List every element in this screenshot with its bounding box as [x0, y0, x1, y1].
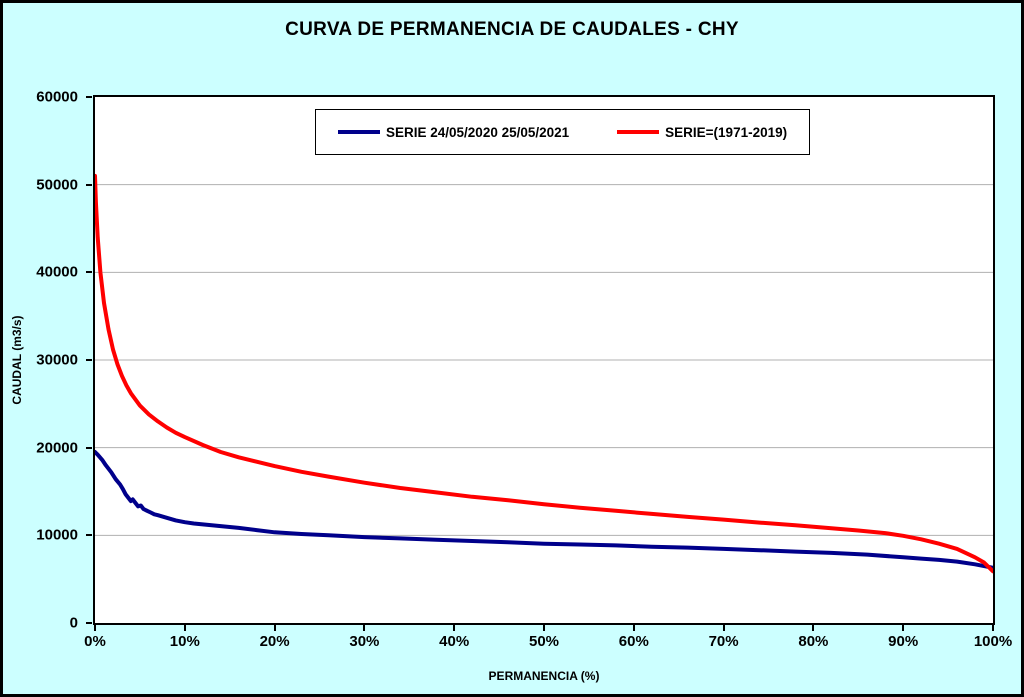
legend-entry-serie-2020-2021: SERIE 24/05/2020 25/05/2021	[338, 125, 569, 140]
x-tick-mark	[632, 625, 635, 631]
x-tick-mark	[94, 625, 96, 631]
legend-label-serie-1971-2019: SERIE=(1971-2019)	[665, 124, 788, 140]
y-tick-label: 10000	[36, 526, 78, 544]
y-tick-mark	[86, 622, 92, 624]
x-tick-label: 90%	[888, 633, 919, 650]
chart-plot-svg	[95, 173, 993, 574]
plot-area	[93, 95, 995, 625]
y-tick-mark	[86, 96, 92, 98]
legend: SERIE 24/05/2020 25/05/2021 SERIE=(1971-…	[315, 109, 811, 155]
y-tick-mark	[86, 359, 92, 361]
x-tick-mark	[812, 625, 815, 631]
blue-line-swatch	[338, 130, 380, 134]
legend-label-serie-2020-2021: SERIE 24/05/2020 25/05/2021	[386, 124, 570, 140]
x-tick-label: 30%	[349, 633, 380, 650]
y-tick-label: 40000	[36, 263, 78, 281]
x-tick-mark	[273, 625, 276, 631]
x-tick-mark	[363, 625, 366, 631]
x-tick-mark	[183, 625, 186, 631]
x-tick-label: 100%	[973, 633, 1013, 650]
red-line-swatch	[617, 130, 660, 134]
series-line-1	[95, 173, 993, 574]
y-tick-label: 20000	[36, 439, 78, 457]
y-tick-mark	[86, 271, 92, 274]
x-tick-label: 60%	[618, 633, 649, 650]
x-tick-label: 10%	[169, 633, 200, 650]
x-tick-label: 50%	[528, 633, 560, 650]
x-tick-mark	[722, 625, 725, 631]
chart-title: CURVA DE PERMANENCIA DE CAUDALES - CHY	[285, 19, 739, 40]
y-tick-label: 60000	[36, 88, 78, 106]
x-tick-label: 40%	[439, 633, 470, 650]
series-line-0	[95, 450, 993, 570]
x-tick-mark	[543, 625, 545, 631]
y-tick-label: 0	[69, 614, 78, 632]
y-tick-mark	[86, 446, 92, 449]
x-tick-mark	[453, 625, 456, 631]
y-tick-label: 50000	[36, 176, 78, 194]
x-tick-label: 70%	[708, 633, 739, 650]
legend-entry-serie-1971-2019: SERIE=(1971-2019)	[617, 125, 787, 140]
y-tick-mark	[86, 183, 92, 186]
x-tick-mark	[902, 625, 905, 631]
x-tick-label: 20%	[259, 633, 290, 650]
x-tick-label: 0%	[84, 633, 106, 650]
x-tick-label: 80%	[798, 633, 829, 650]
y-tick-label: 30000	[36, 351, 78, 369]
x-tick-mark	[992, 625, 994, 631]
y-tick-mark	[86, 534, 92, 537]
x-axis-title: PERMANENCIA (%)	[488, 669, 600, 683]
